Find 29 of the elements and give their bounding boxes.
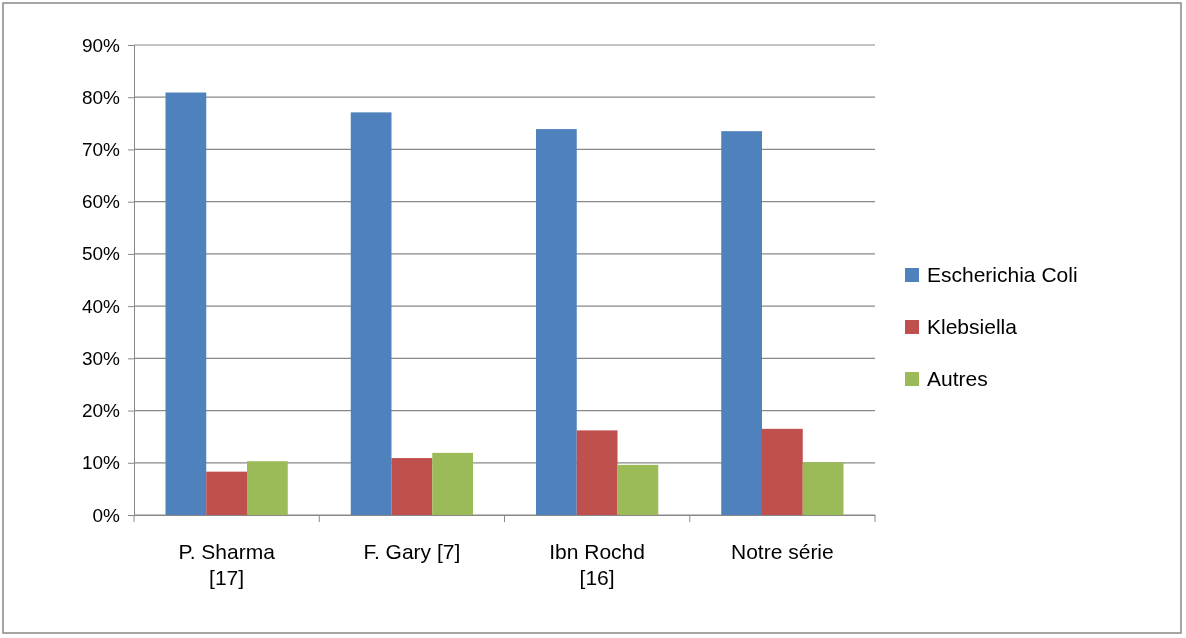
y-tick-label: 50% [81, 243, 121, 265]
bar [617, 464, 659, 515]
bar [535, 129, 577, 515]
y-tick-label: 30% [81, 347, 121, 369]
bar [391, 458, 433, 515]
y-tick-label: 90% [81, 34, 121, 56]
bar [247, 461, 288, 515]
y-tick-label: 40% [81, 295, 121, 317]
bar [165, 92, 207, 515]
bar [432, 452, 474, 515]
y-tick-label: 60% [81, 191, 121, 213]
y-tick-label: 10% [81, 452, 121, 474]
x-tick-label: Notre série [731, 540, 834, 563]
y-tick-label: 70% [81, 139, 121, 161]
y-tick-label: 80% [81, 86, 121, 108]
bar [762, 428, 803, 515]
y-tick-label: 20% [81, 400, 121, 422]
bar [350, 112, 392, 515]
bar [802, 462, 844, 515]
x-tick-label: P. Sharma [17] [178, 540, 276, 589]
legend-label: Klebsiella [927, 315, 1018, 338]
bar [721, 131, 762, 515]
x-tick-label: Ibn Rochd [16] [549, 540, 645, 589]
x-tick-label: F. Gary [7] [363, 540, 461, 563]
bar [576, 430, 618, 515]
bar [206, 471, 247, 515]
legend-label: Escherichia Coli [927, 263, 1078, 286]
y-tick-label: 0% [92, 504, 121, 526]
legend-label: Autres [927, 367, 988, 390]
